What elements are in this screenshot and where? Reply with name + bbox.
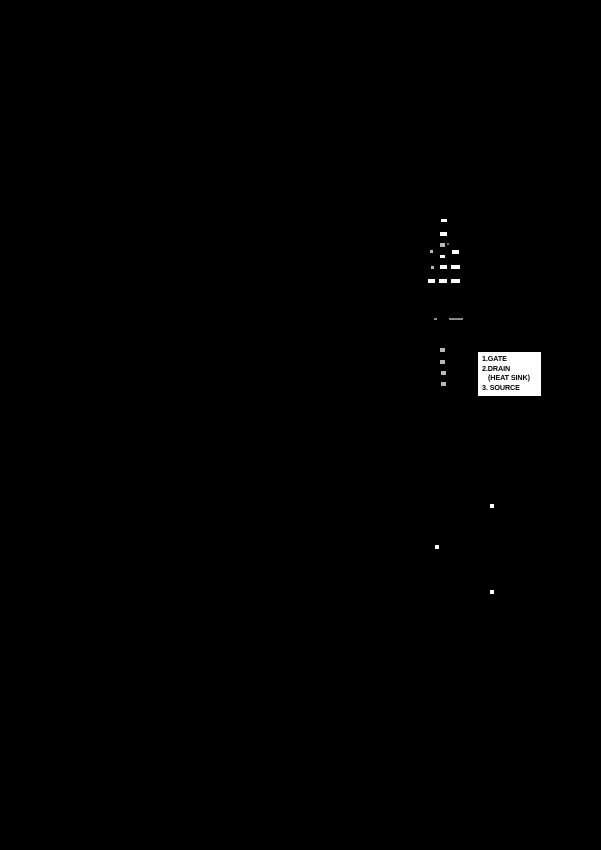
dimension-mark: [441, 382, 446, 386]
dimension-mark: [451, 265, 460, 269]
dimension-mark: [440, 348, 445, 352]
dimension-mark: [451, 279, 460, 283]
legend-line-drain: 2.DRAIN: [482, 363, 511, 373]
legend-line-gate: 1.GATE: [482, 354, 507, 363]
scan-dot: [490, 504, 494, 508]
dimension-mark: [439, 279, 447, 283]
dimension-mark: [440, 265, 447, 269]
scan-dot: [435, 545, 439, 549]
dimension-mark: [441, 219, 447, 222]
dimension-mark: [440, 360, 445, 364]
rule-line: [449, 318, 463, 320]
dimension-mark: [452, 250, 459, 254]
dimension-mark: [430, 250, 433, 253]
dimension-mark: [440, 243, 445, 247]
rule-tick: [434, 318, 437, 320]
dimension-mark: [431, 266, 434, 269]
legend-line-source: 3. SOURCE: [482, 382, 520, 392]
scan-dot: [490, 590, 494, 594]
dimension-mark: [441, 371, 446, 375]
dimension-mark: [428, 279, 435, 283]
legend-line-heat-sink: (HEAT SINK): [488, 373, 530, 383]
dimension-mark: [440, 232, 447, 236]
dimension-mark: [447, 243, 449, 245]
dimension-mark: [440, 255, 445, 258]
pin-assignment-legend: 1.GATE 2.DRAIN (HEAT SINK) 3. SOURCE: [478, 352, 541, 396]
